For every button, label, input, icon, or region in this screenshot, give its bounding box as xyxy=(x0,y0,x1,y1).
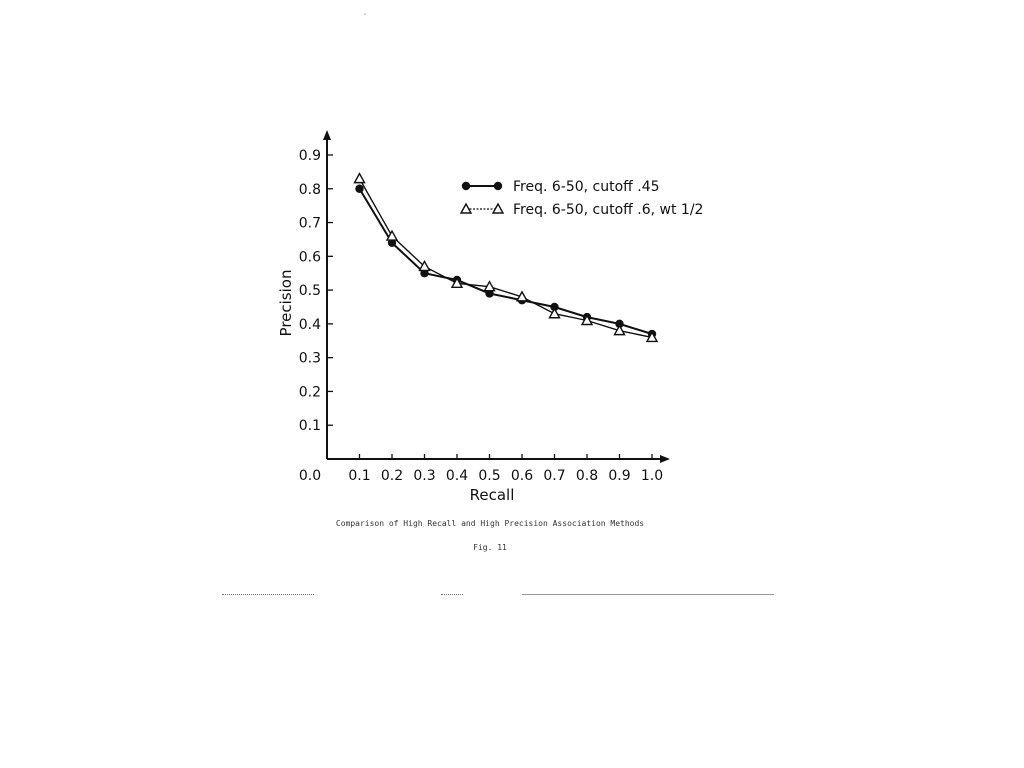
legend-entry-2: Freq. 6-50, cutoff .6, wt 1/2 xyxy=(459,202,703,218)
series-point xyxy=(548,307,561,319)
series-line xyxy=(358,178,653,339)
series-point xyxy=(493,181,503,191)
x-tick-label: 0.5 xyxy=(478,468,500,484)
stray-mark: ' xyxy=(364,12,366,20)
series-point xyxy=(385,229,399,241)
series-point xyxy=(483,280,496,292)
series-point xyxy=(353,172,366,184)
x-tick-label: 1.0 xyxy=(641,468,663,484)
series-point xyxy=(418,260,431,272)
y-tick-label: 0.5 xyxy=(299,283,321,299)
y-tick-label: 0.9 xyxy=(299,148,321,164)
y-tick-label: 0.2 xyxy=(299,384,321,400)
series-line xyxy=(358,188,653,335)
x-axis-ticks: 0.0 0.1 0.2 0.3 0.4 0.5 0.6 0.7 0.8 0.9 1.0 xyxy=(299,454,663,484)
series-layer xyxy=(353,172,659,343)
y-axis-arrow xyxy=(323,130,331,140)
series-point xyxy=(459,202,473,214)
legend-entry-1: Freq. 6-50, cutoff .45 xyxy=(461,179,660,195)
y-tick-label: 0.8 xyxy=(299,182,321,198)
series-point xyxy=(491,202,505,214)
y-axis-label: Precision xyxy=(277,270,295,337)
axes xyxy=(323,130,670,463)
legend-label: Freq. 6-50, cutoff .45 xyxy=(513,179,660,195)
x-tick-label: 0.7 xyxy=(543,468,565,484)
y-axis-ticks: 0.1 0.2 0.3 0.4 0.5 0.6 0.7 0.8 0.9 xyxy=(299,148,333,434)
x-tick-label: 0.3 xyxy=(413,468,435,484)
x-axis-label: Recall xyxy=(470,486,515,504)
series-point xyxy=(613,324,626,336)
series-point xyxy=(615,319,624,329)
series-point xyxy=(450,276,464,289)
y-tick-label: 0.7 xyxy=(299,216,321,232)
series-point xyxy=(461,181,471,191)
series-2 xyxy=(353,172,659,343)
legend: Freq. 6-50, cutoff .45 Freq. 6-50, cutoff… xyxy=(459,179,703,218)
x-tick-label: 0.8 xyxy=(576,468,598,484)
series-point xyxy=(355,184,364,193)
divider-middle xyxy=(441,594,463,595)
legend-label: Freq. 6-50, cutoff .6, wt 1/2 xyxy=(513,202,703,218)
x-axis-arrow xyxy=(660,455,670,463)
figure-number: Fig. 11 xyxy=(473,543,507,552)
series-point xyxy=(550,302,559,312)
x-tick-label: 0.4 xyxy=(446,468,468,484)
y-tick-label: 0.4 xyxy=(299,317,321,333)
series-point xyxy=(645,330,659,343)
x-tick-label: 0.6 xyxy=(511,468,533,484)
divider-right xyxy=(522,594,774,595)
x-tick-label: 0.9 xyxy=(608,468,630,484)
y-tick-label: 0.3 xyxy=(299,351,321,367)
x-tick-label: 0.1 xyxy=(348,468,370,484)
series-point xyxy=(515,290,529,302)
figure-caption: Comparison of High Recall and High Preci… xyxy=(335,519,645,528)
x-tick-label: 0.0 xyxy=(299,468,321,484)
y-tick-label: 0.6 xyxy=(299,249,321,265)
divider-left xyxy=(222,594,314,595)
y-tick-label: 0.1 xyxy=(299,418,321,434)
series-point xyxy=(580,314,594,326)
x-tick-label: 0.2 xyxy=(381,468,403,484)
